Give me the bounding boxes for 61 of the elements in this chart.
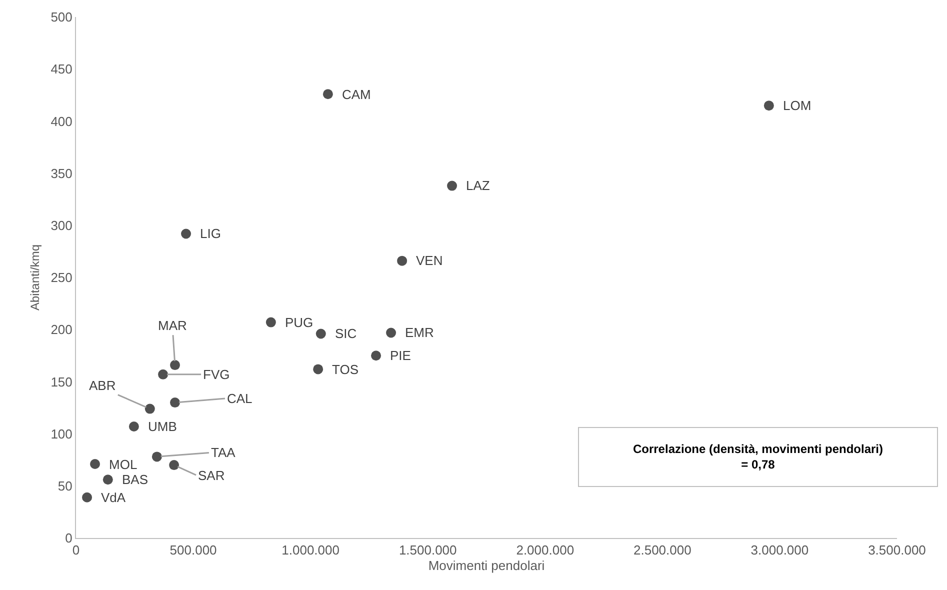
y-tick-label: 500	[50, 10, 72, 25]
annotation: TAA	[211, 445, 236, 460]
x-tick-label: 500.000	[170, 542, 217, 558]
annotation: PUG	[285, 315, 314, 330]
point	[316, 328, 326, 339]
point	[764, 100, 774, 111]
point	[266, 317, 276, 328]
y-tick-label: 250	[50, 270, 72, 286]
point	[386, 328, 396, 338]
y-tick-label: 400	[50, 114, 72, 129]
point	[152, 452, 162, 462]
annotation: VEN	[416, 253, 443, 268]
annotation: Correlazione (densità, movimenti pendolari) = 0,78	[632, 442, 884, 472]
annotation: LOM	[783, 98, 812, 113]
point	[181, 228, 192, 239]
point	[447, 180, 458, 191]
point	[102, 474, 113, 485]
annotation: MAR	[158, 318, 187, 333]
x-tick-label: 2.500.000	[634, 542, 692, 558]
x-tick-label: 1.500.000	[398, 542, 457, 558]
annotation: MOL	[109, 457, 138, 472]
x-tick-label: 3.000.000	[750, 542, 809, 558]
annotation: ABR	[89, 378, 116, 393]
point	[128, 422, 139, 432]
annotation: FVG	[203, 367, 230, 382]
y-tick-label: 100	[50, 426, 72, 442]
point	[169, 460, 180, 470]
x-tick-label: 1.000.000	[282, 542, 340, 558]
y-tick-label: 350	[50, 166, 72, 181]
y-tick-label: 150	[50, 374, 72, 390]
x-axis-title: Movimenti pendolari	[428, 558, 545, 574]
annotation: UMB	[148, 419, 177, 434]
annotation: LAZ	[466, 178, 490, 193]
annotation: SAR	[198, 468, 225, 483]
point	[371, 350, 382, 361]
x-tick-label: 2.000.000	[516, 542, 574, 558]
y-tick-label: 450	[50, 62, 72, 77]
point	[313, 364, 324, 374]
point	[170, 360, 180, 370]
annotation: TOS	[332, 362, 359, 377]
y-tick-label: 300	[50, 218, 72, 233]
y-tick-label: 0	[65, 530, 72, 546]
y-axis-title: Abitanti/kmq	[28, 244, 42, 311]
point	[322, 89, 333, 100]
y-tick-label: 200	[50, 322, 72, 338]
point	[90, 459, 100, 470]
annotation: SIC	[335, 326, 357, 341]
annotation: LIG	[200, 226, 221, 241]
annotation: BAS	[122, 472, 148, 487]
annotation: EMR	[405, 325, 434, 340]
y-tick-label: 50	[58, 478, 72, 494]
annotation: VdA	[101, 490, 126, 505]
x-tick-label: 3.500.000	[868, 542, 926, 558]
annotation: CAM	[342, 87, 371, 102]
annotation: CAL	[227, 391, 252, 406]
point	[144, 404, 155, 414]
point	[397, 256, 408, 266]
point	[170, 398, 180, 408]
annotation: PIE	[390, 348, 412, 363]
point	[82, 492, 92, 502]
point	[158, 369, 168, 380]
